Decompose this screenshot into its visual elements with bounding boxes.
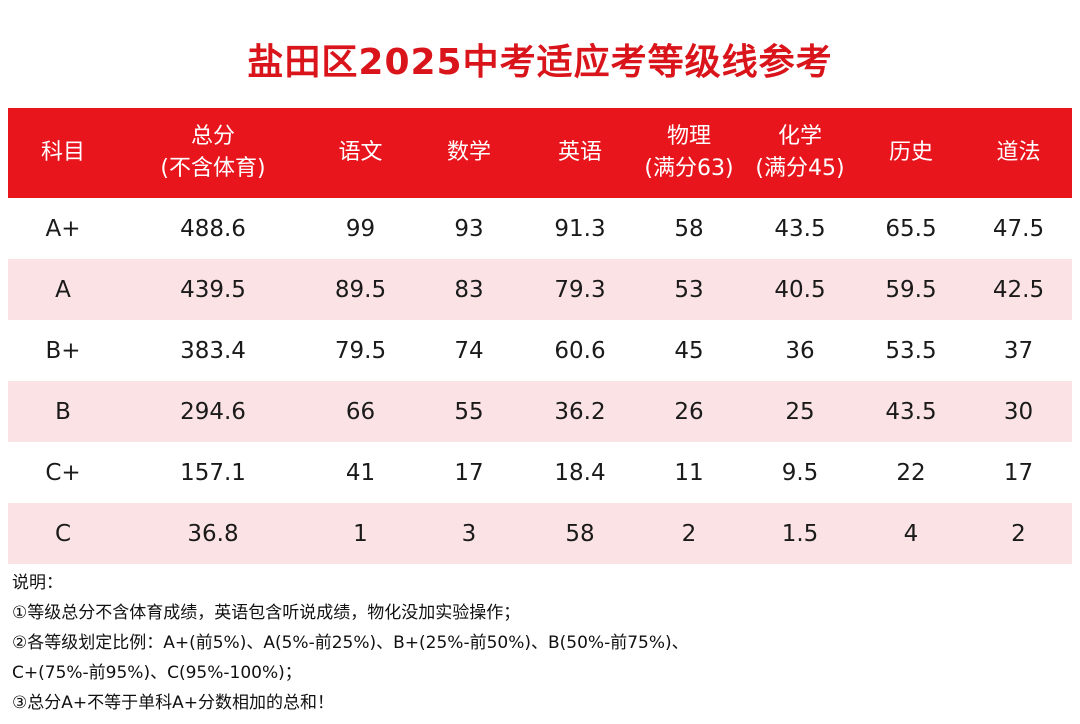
table-cell: 66	[345, 398, 376, 425]
table-cell: 294.6	[180, 398, 246, 425]
table-row: A+ 488.6 99 93 91.3 58 43.5 65.5 47.5	[8, 198, 1072, 259]
table-row: C+ 157.1 41 17 18.4 11 9.5 22 17	[8, 442, 1072, 503]
title-bar: 盐田区2025中考适应考等级线参考	[8, 8, 1072, 108]
table-cell: 42.5	[992, 276, 1045, 303]
header-cell: 总分 (不含体育)	[160, 124, 266, 181]
table-cell: 53.5	[885, 337, 937, 364]
table-cell: 2	[1011, 520, 1026, 547]
table-cell: 43.5	[885, 398, 937, 425]
table-cell: 41	[345, 459, 376, 486]
table-cell: 47.5	[992, 215, 1045, 242]
score-sheet: 盐田区2025中考适应考等级线参考 科目 总分 (不含体育) 语文 数学 英语 物…	[8, 8, 1072, 718]
table-cell: 26	[674, 398, 704, 425]
note-line: C+(75%-前95%)、C(95%-100%)；	[12, 663, 302, 683]
table-cell: 74	[454, 337, 484, 364]
table-cell: 65.5	[885, 215, 937, 242]
table-cell: 36.8	[187, 520, 239, 547]
table-row: A 439.5 89.5 83 79.3 53 40.5 59.5 42.5	[8, 259, 1072, 320]
table-cell: 79.3	[554, 276, 606, 303]
grade-table: 科目 总分 (不含体育) 语文 数学 英语 物理 (满分63) 化学 (满分45) 历…	[8, 108, 1072, 564]
table-cell: 59.5	[885, 276, 937, 303]
grade-cell: C+	[45, 459, 81, 486]
table-cell: 488.6	[180, 215, 246, 242]
header-cell: 数学	[446, 140, 491, 165]
table-cell: 157.1	[180, 459, 246, 486]
notes-heading: 说明：	[12, 573, 63, 593]
table-cell: 1	[353, 520, 368, 547]
table-cell: 2	[681, 520, 697, 547]
header-cell: 道法	[996, 140, 1041, 165]
table-cell: 36	[785, 337, 815, 364]
table-cell: 3	[461, 520, 477, 547]
table-cell: 79.5	[334, 337, 387, 364]
table-cell: 1.5	[781, 520, 819, 547]
table-row: B 294.6 66 55 36.2 26 25 43.5 30	[8, 381, 1072, 442]
table-row: B+ 383.4 79.5 74 60.6 45 36 53.5 37	[8, 320, 1072, 381]
table-cell: 25	[785, 398, 815, 425]
table-cell: 383.4	[180, 337, 246, 364]
page-title: 盐田区2025中考适应考等级线参考	[247, 42, 833, 83]
grade-cell: B	[55, 398, 71, 425]
table-cell: 11	[674, 459, 704, 486]
grade-cell: B+	[45, 337, 81, 364]
table-cell: 55	[454, 398, 484, 425]
table-cell: 83	[454, 276, 484, 303]
table-cell: 93	[454, 215, 484, 242]
table-cell: 53	[674, 276, 704, 303]
table-cell: 18.4	[554, 459, 606, 486]
note-line: ②各等级划定比例：A+(前5%)、A(5%-前25%)、B+(25%-前50%)…	[12, 633, 689, 653]
grade-cell: A	[55, 276, 71, 303]
table-cell: 58	[674, 215, 704, 242]
header-cell: 英语	[557, 140, 602, 165]
notes-section: 说明： ①等级总分不含体育成绩，英语包含听说成绩，物化没加实验操作； ②各等级划…	[12, 568, 689, 718]
table-cell: 439.5	[180, 276, 246, 303]
grade-cell: C	[54, 520, 72, 547]
table-cell: 22	[896, 459, 926, 486]
table-row: C 36.8 1 3 58 2 1.5 4 2	[8, 503, 1072, 564]
table-cell: 89.5	[334, 276, 387, 303]
table-cell: 9.5	[781, 459, 819, 486]
table-cell: 17	[1003, 459, 1034, 486]
note-line: ①等级总分不含体育成绩，英语包含听说成绩，物化没加实验操作；	[12, 603, 521, 623]
note-line: ③总分A+不等于单科A+分数相加的总和！	[12, 693, 334, 713]
header-cell: 语文	[338, 140, 383, 165]
table-cell: 4	[903, 520, 919, 547]
table-cell: 36.2	[554, 398, 606, 425]
table-cell: 91.3	[554, 215, 606, 242]
table-cell: 30	[1003, 398, 1034, 425]
header-cell: 物理 (满分63)	[644, 124, 734, 181]
table-cell: 45	[674, 337, 704, 364]
header-cell: 化学 (满分45)	[755, 124, 845, 181]
grade-cell: A+	[45, 215, 81, 242]
header-cell: 科目	[40, 140, 85, 165]
header-cell: 历史	[888, 140, 933, 165]
table-cell: 17	[454, 459, 484, 486]
table-cell: 60.6	[554, 337, 606, 364]
table-cell: 58	[565, 520, 595, 547]
table-cell: 40.5	[774, 276, 826, 303]
table-cell: 99	[345, 215, 376, 242]
header-row: 科目 总分 (不含体育) 语文 数学 英语 物理 (满分63) 化学 (满分45) 历…	[8, 108, 1072, 198]
table-cell: 43.5	[774, 215, 826, 242]
table-cell: 37	[1003, 337, 1034, 364]
